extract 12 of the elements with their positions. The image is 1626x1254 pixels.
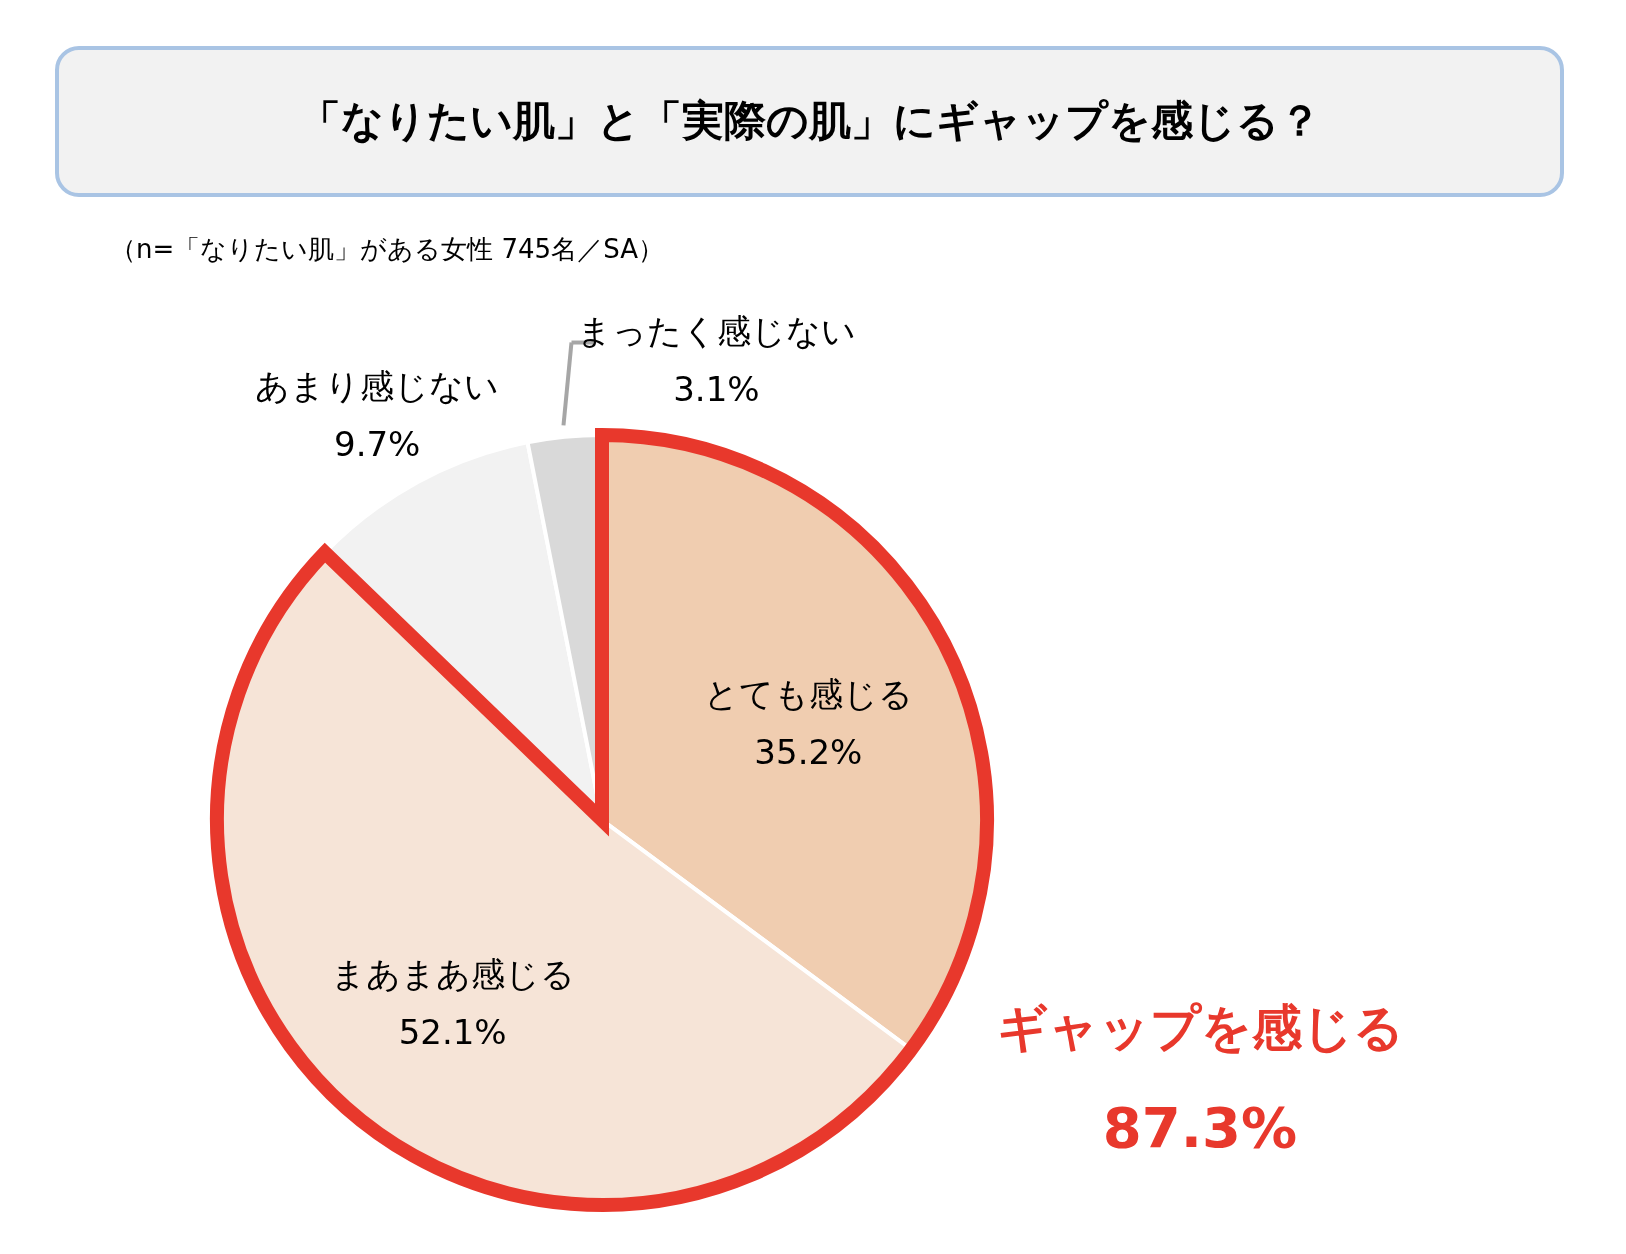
data-label: 52.1% — [398, 1012, 507, 1053]
slice-label: まあまあ感じる — [330, 954, 575, 995]
chart-title: 「なりたい肌」と「実際の肌」にギャップを感じる？ — [299, 96, 1321, 145]
slice-label: あまり感じない — [255, 365, 500, 406]
data-label: 3.1% — [673, 368, 760, 409]
slice-label: まったく感じない — [576, 310, 856, 351]
chart-subtitle: （n=「なりたい肌」がある女性 745名／SA） — [110, 234, 664, 264]
data-label: 35.2% — [754, 732, 863, 773]
data-label: 9.7% — [334, 423, 421, 464]
text: ギャップを感じる — [996, 999, 1404, 1057]
slice-label: とても感じる — [703, 674, 913, 715]
text: 87.3% — [1102, 1095, 1298, 1160]
